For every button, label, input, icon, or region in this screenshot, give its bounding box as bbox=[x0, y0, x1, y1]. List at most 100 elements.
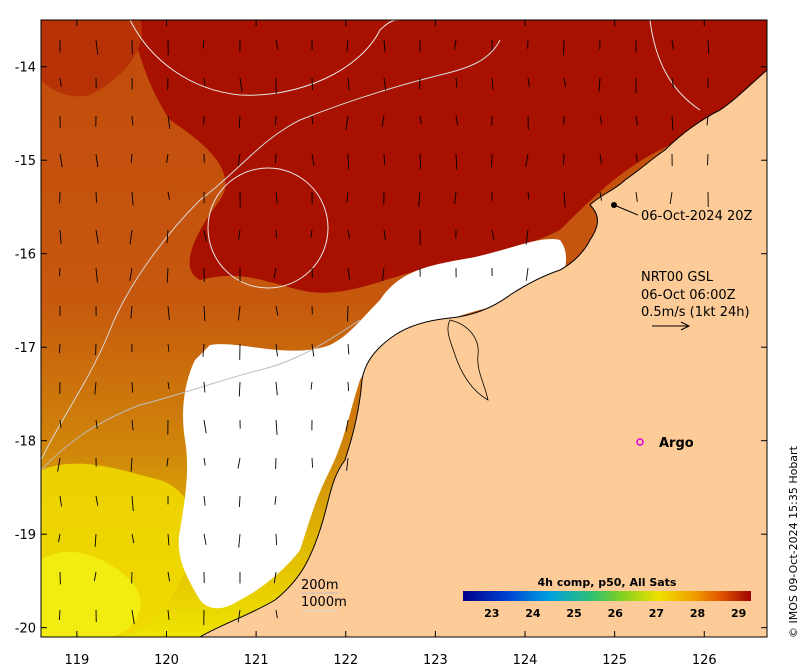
current-vector bbox=[167, 305, 170, 320]
current-vector bbox=[598, 77, 601, 92]
current-vector bbox=[238, 533, 241, 548]
current-vector bbox=[347, 267, 351, 281]
current-vector bbox=[275, 191, 278, 204]
current-vector bbox=[563, 77, 567, 87]
colorbar-tick-label: 26 bbox=[608, 607, 624, 620]
current-vector bbox=[418, 191, 421, 207]
current-vector bbox=[347, 343, 350, 355]
current-vector bbox=[706, 115, 709, 126]
current-vector bbox=[203, 381, 206, 393]
current-vector bbox=[239, 77, 243, 92]
current-vector bbox=[58, 609, 61, 621]
current-vector bbox=[525, 229, 529, 245]
ssh-contour-north bbox=[129, 20, 401, 96]
current-vector bbox=[599, 153, 602, 164]
current-vector bbox=[95, 191, 98, 203]
current-vector bbox=[238, 381, 241, 397]
current-vector bbox=[59, 495, 62, 507]
current-vector bbox=[131, 115, 134, 126]
current-vector bbox=[274, 153, 277, 164]
current-vector bbox=[238, 115, 241, 128]
current-vector bbox=[167, 191, 170, 200]
current-vector bbox=[563, 191, 566, 208]
current-vector bbox=[237, 609, 241, 623]
current-vector bbox=[527, 191, 530, 200]
colorbar-tick-label: 28 bbox=[690, 607, 705, 620]
ssh-contour-eddy bbox=[207, 167, 329, 289]
current-vector bbox=[95, 39, 99, 55]
current-vector bbox=[563, 153, 565, 165]
current-vector bbox=[166, 267, 169, 283]
current-vector bbox=[167, 571, 171, 582]
current-vector bbox=[129, 267, 133, 282]
current-vector bbox=[347, 153, 350, 170]
current-vector bbox=[671, 115, 674, 131]
current-vector bbox=[166, 229, 169, 244]
isobath-200m bbox=[41, 319, 361, 471]
current-vector bbox=[95, 229, 99, 244]
colorbar-tick-label: 23 bbox=[484, 607, 499, 620]
current-vector bbox=[273, 267, 277, 279]
current-vector bbox=[130, 153, 133, 163]
current-vector bbox=[59, 419, 62, 428]
current-vector bbox=[527, 77, 530, 88]
current-vector bbox=[669, 191, 673, 205]
current-vector bbox=[347, 229, 350, 239]
current-vector bbox=[346, 191, 349, 203]
current-vector bbox=[275, 39, 279, 50]
current-vector bbox=[131, 609, 135, 625]
current-vector bbox=[59, 77, 62, 87]
current-vector bbox=[93, 571, 97, 582]
colorbar-title: 4h comp, p50, All Sats bbox=[538, 576, 677, 589]
current-vector bbox=[167, 343, 170, 352]
current-vector bbox=[671, 39, 674, 50]
current-vector bbox=[311, 153, 315, 167]
current-vector bbox=[167, 115, 171, 129]
current-vector bbox=[202, 39, 205, 49]
y-tick-label: -19 bbox=[15, 528, 36, 543]
x-tick-label: 125 bbox=[602, 653, 627, 668]
y-tick-label: -15 bbox=[15, 154, 36, 169]
current-vector bbox=[671, 77, 675, 89]
current-vector bbox=[94, 533, 97, 547]
x-tick-label: 124 bbox=[513, 653, 538, 668]
land-mass bbox=[200, 70, 767, 637]
current-time-label: 06-Oct 06:00Z bbox=[641, 288, 736, 303]
current-vector bbox=[310, 229, 313, 238]
coastline bbox=[199, 69, 767, 637]
current-vector bbox=[59, 229, 62, 244]
current-vector bbox=[58, 343, 61, 354]
colorbar bbox=[463, 591, 751, 601]
current-vector bbox=[345, 115, 349, 131]
y-axis: -14 -15 -16 -17 -18 -19 -20 bbox=[15, 61, 767, 637]
current-vector bbox=[131, 191, 134, 206]
current-vector bbox=[274, 495, 277, 505]
current-vector bbox=[237, 153, 241, 166]
current-vector bbox=[635, 153, 638, 163]
x-axis: 119 120 121 122 123 124 125 126 bbox=[64, 20, 717, 668]
current-vector bbox=[455, 153, 458, 170]
current-vector bbox=[275, 305, 279, 316]
current-vector bbox=[347, 381, 350, 392]
peninsula bbox=[447, 319, 489, 401]
current-vector bbox=[59, 153, 63, 168]
current-vector bbox=[275, 115, 277, 126]
current-vector bbox=[381, 267, 385, 281]
colorbar-tick-label: 25 bbox=[566, 607, 581, 620]
current-vector bbox=[95, 153, 99, 168]
colorbar-tick-label: 24 bbox=[525, 607, 541, 620]
current-vector bbox=[203, 229, 207, 242]
current-vector bbox=[635, 115, 638, 126]
satellite-pass-pointer bbox=[613, 204, 639, 216]
current-vector bbox=[130, 457, 133, 472]
current-vector bbox=[525, 153, 529, 167]
current-vector bbox=[454, 39, 457, 50]
current-vector bbox=[311, 343, 315, 357]
current-vector bbox=[275, 533, 278, 546]
current-vector bbox=[203, 495, 206, 506]
current-vector bbox=[203, 77, 206, 86]
current-vectors bbox=[57, 39, 710, 626]
scale-arrow-head bbox=[680, 321, 691, 331]
x-tick-label: 122 bbox=[333, 653, 358, 668]
